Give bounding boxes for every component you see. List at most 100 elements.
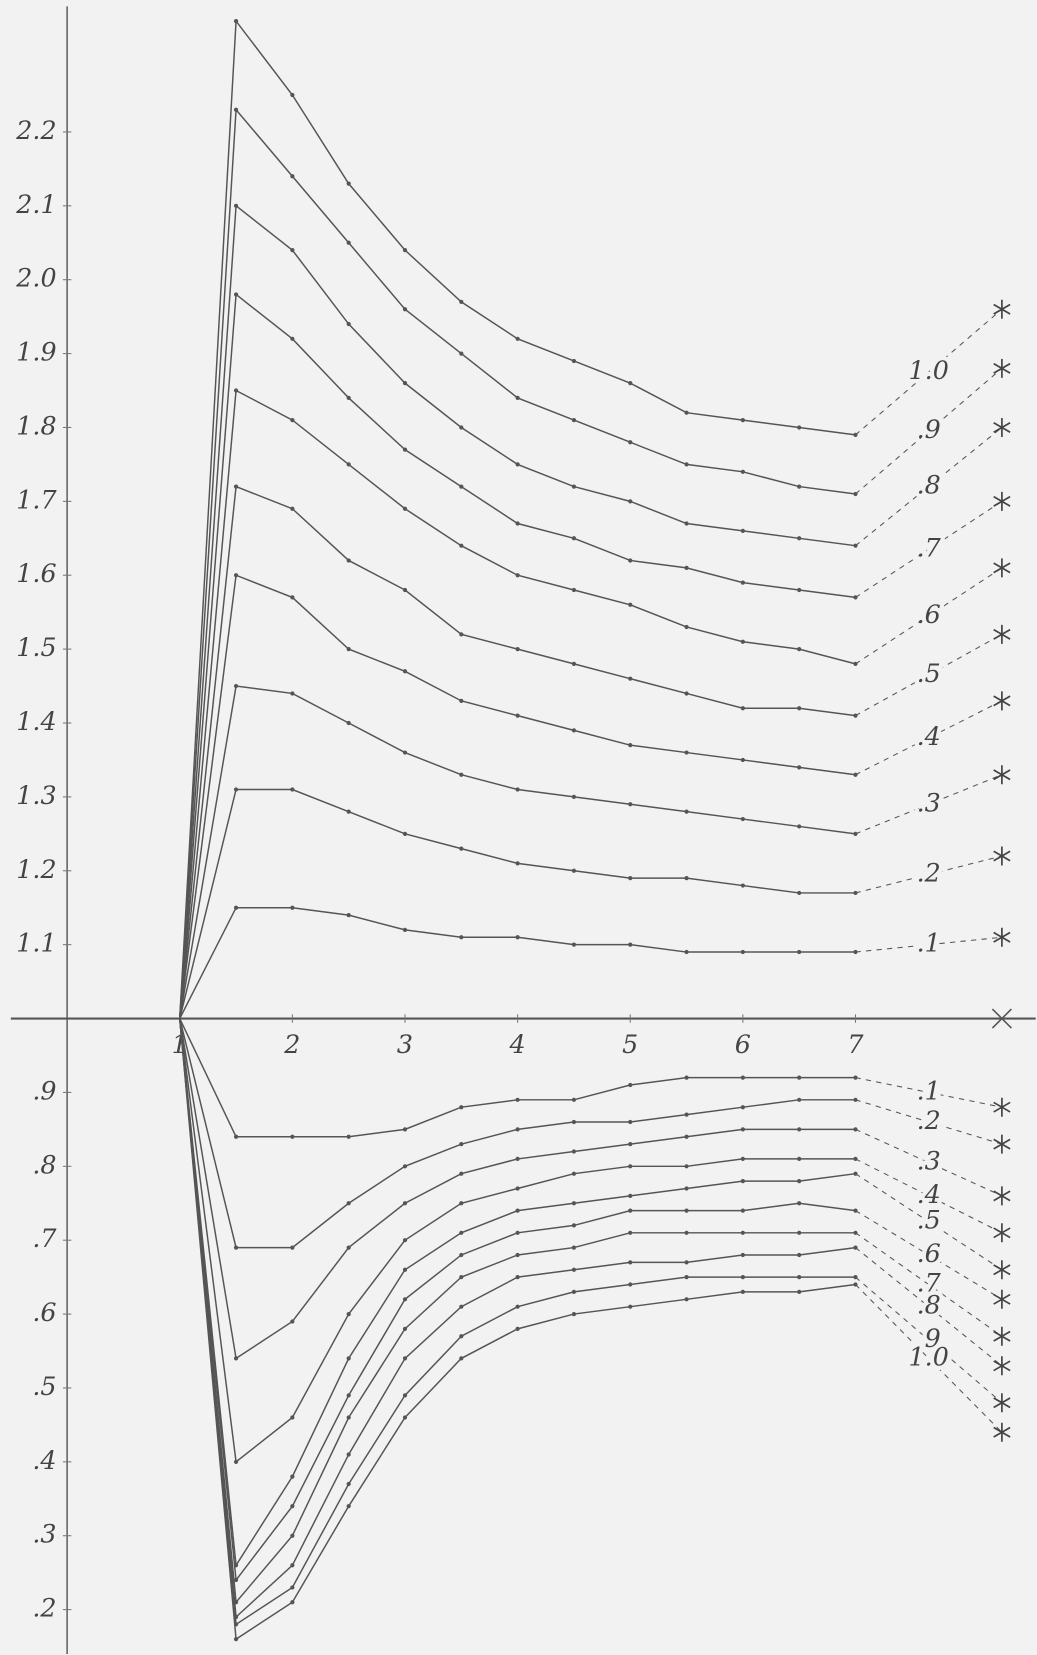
data-point <box>571 1201 577 1206</box>
data-point <box>459 1304 464 1309</box>
data-point <box>740 1075 745 1080</box>
data-point <box>740 1252 745 1258</box>
data-point <box>515 1275 520 1280</box>
series-label: .4 <box>917 1179 941 1209</box>
x-tick-label: 2 <box>283 1029 300 1059</box>
data-point <box>684 410 689 415</box>
star-marker <box>993 491 1011 511</box>
data-point <box>797 1156 802 1162</box>
data-point <box>515 861 520 866</box>
data-point <box>515 713 520 718</box>
data-point <box>797 425 802 430</box>
data-point <box>459 632 464 637</box>
data-point <box>740 1156 745 1162</box>
data-point <box>233 1356 239 1361</box>
data-point <box>459 351 464 356</box>
star-marker <box>993 417 1011 437</box>
data-point <box>402 1415 408 1420</box>
data-point <box>346 1134 351 1139</box>
data-point <box>571 358 577 364</box>
series-label: .3 <box>917 1146 941 1176</box>
data-point <box>290 595 295 600</box>
data-point <box>233 573 239 578</box>
extension-line <box>855 855 1003 894</box>
data-point <box>233 905 239 910</box>
data-point <box>684 876 689 881</box>
series-line <box>179 788 856 1019</box>
data-point <box>628 1193 633 1198</box>
data-point <box>740 469 745 474</box>
data-point <box>233 388 239 393</box>
star-marker <box>993 1097 1011 1117</box>
y-tick-label: 1.8 <box>16 410 56 440</box>
y-tick-label: 1.9 <box>16 337 56 367</box>
data-point <box>459 1252 464 1258</box>
data-point <box>290 1415 295 1420</box>
data-point <box>346 1311 351 1317</box>
data-point <box>402 927 408 932</box>
data-point <box>233 1577 239 1583</box>
data-point <box>346 395 351 401</box>
extension-line <box>855 936 1002 953</box>
data-point <box>346 1481 351 1487</box>
data-point <box>515 395 520 401</box>
data-point <box>346 462 351 467</box>
series-label: .8 <box>917 470 941 500</box>
star-marker <box>993 1289 1011 1309</box>
star-marker <box>993 1223 1011 1243</box>
data-point <box>346 809 351 814</box>
star-marker <box>993 1356 1011 1376</box>
series-label: .9 <box>917 414 941 444</box>
extension-line <box>855 1099 1003 1145</box>
data-point <box>740 1275 745 1280</box>
data-point <box>571 1097 577 1102</box>
y-tick-label: 1.1 <box>16 928 56 958</box>
data-point <box>402 447 408 452</box>
data-point <box>459 1201 464 1206</box>
data-point <box>233 787 239 792</box>
data-point <box>346 1415 351 1420</box>
data-point <box>628 1208 633 1213</box>
y-tick-label: 2.0 <box>15 263 56 293</box>
data-point <box>459 1171 464 1176</box>
x-tick-label: 6 <box>735 1029 751 1059</box>
data-point <box>346 1201 351 1206</box>
data-point <box>346 1452 351 1457</box>
series-line <box>179 906 856 1019</box>
data-point <box>797 1075 802 1080</box>
star-marker <box>993 624 1011 644</box>
data-point <box>290 1319 295 1324</box>
series-label: .5 <box>917 1205 941 1235</box>
series-line <box>179 204 856 1019</box>
y-tick-label: 1.5 <box>16 632 56 662</box>
extension-line <box>855 1284 1003 1433</box>
data-point <box>684 1134 689 1139</box>
data-point <box>346 1356 351 1361</box>
series-label: 1.0 <box>909 1341 949 1371</box>
data-point <box>797 824 802 829</box>
series-label: .4 <box>917 721 941 751</box>
series-label: .7 <box>917 532 942 562</box>
series-line <box>179 1018 856 1626</box>
data-point <box>571 1119 577 1125</box>
data-point <box>402 1238 408 1243</box>
data-point <box>346 912 351 918</box>
data-point <box>571 536 577 541</box>
data-point <box>402 1127 408 1132</box>
x-tick-label: 3 <box>397 1029 413 1059</box>
data-point <box>797 1252 802 1258</box>
data-point <box>628 802 633 807</box>
series-label: .6 <box>917 1238 941 1268</box>
data-point <box>346 321 351 327</box>
star-marker <box>993 765 1011 785</box>
data-point <box>684 565 689 570</box>
y-tick-label: 1.7 <box>16 484 57 514</box>
data-point <box>459 1105 464 1110</box>
series-line <box>179 19 856 1019</box>
data-point <box>515 1252 520 1258</box>
data-point <box>515 573 520 578</box>
data-point <box>740 816 745 822</box>
data-point <box>628 1082 633 1088</box>
data-point <box>628 558 633 563</box>
data-point <box>402 1164 408 1169</box>
